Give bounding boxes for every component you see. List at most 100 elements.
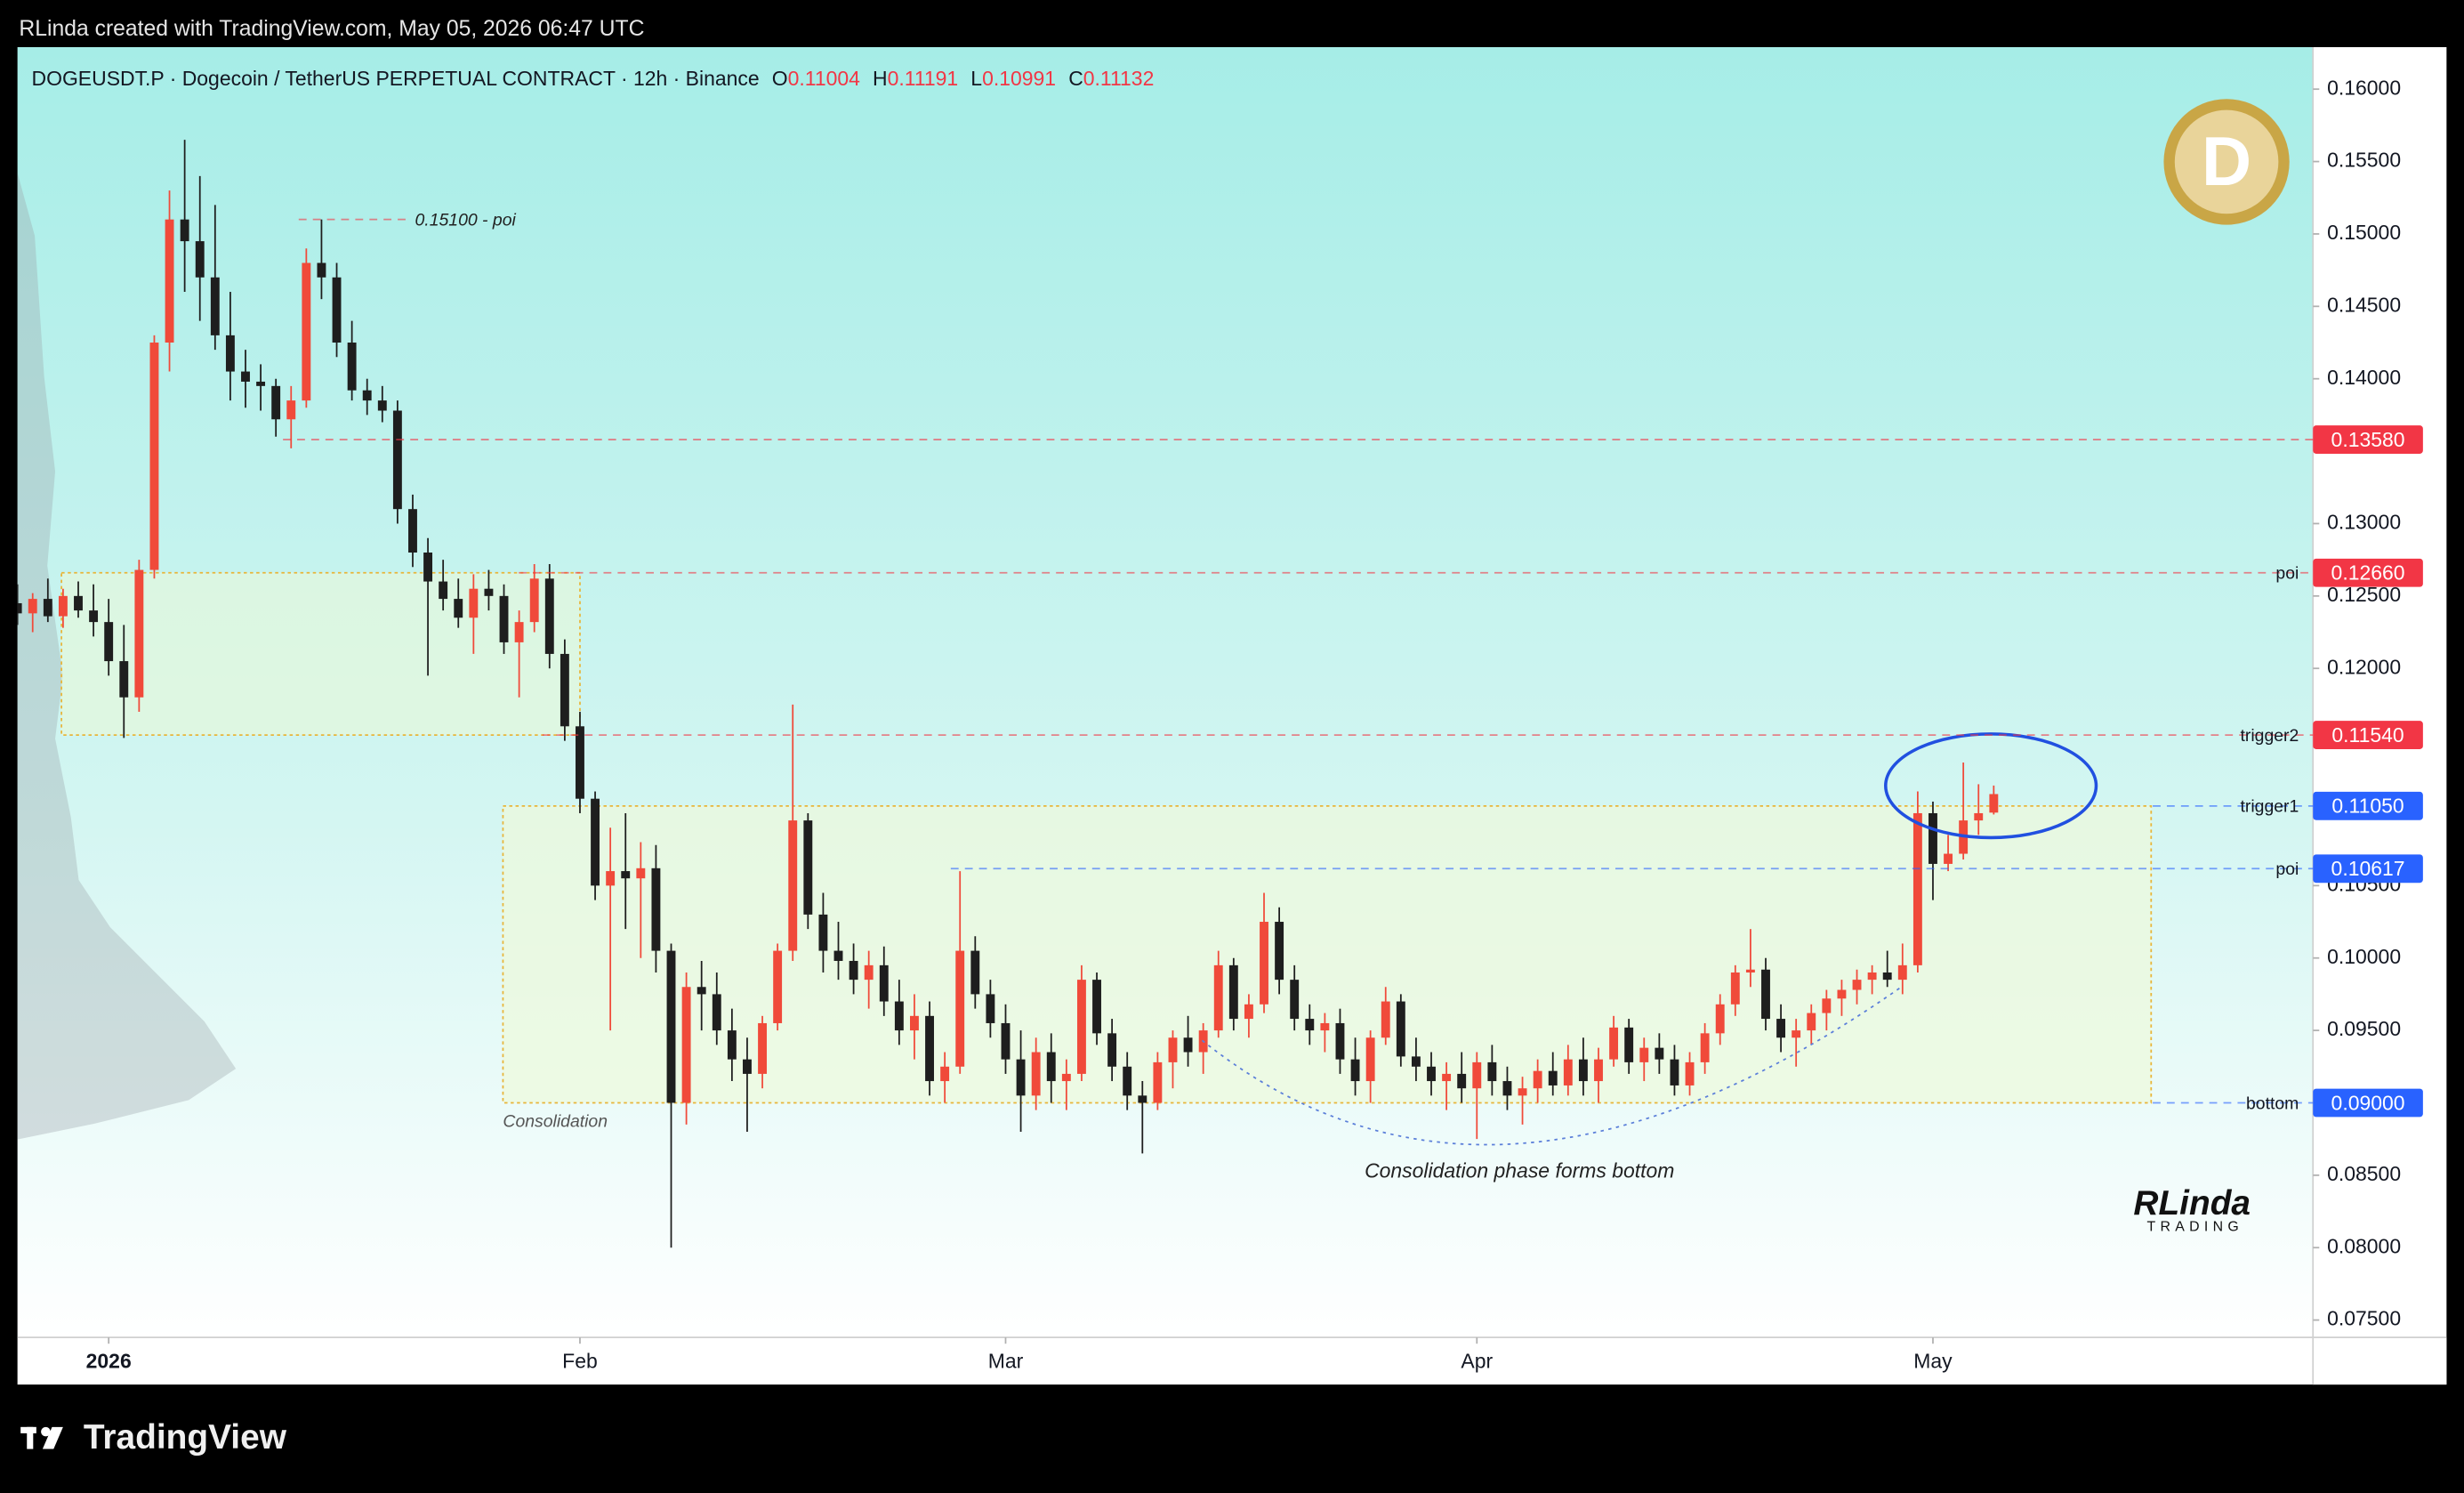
ohlc-letter: H [873, 67, 888, 90]
symbol-header: DOGEUSDT.P · Dogecoin / TetherUS PERPETU… [32, 67, 760, 90]
x-tick-label: Apr [1461, 1349, 1493, 1372]
candle-body [28, 599, 37, 614]
level-name: poi [2275, 564, 2299, 584]
candle-body [1792, 1030, 1801, 1038]
candle-body [894, 1001, 904, 1031]
annotation-text: 0.15100 - poi [415, 211, 517, 230]
candle-body [119, 661, 129, 698]
candle-body [58, 595, 68, 617]
candle-body [134, 569, 144, 698]
candle-body [1974, 812, 1984, 821]
level-name: poi [2275, 859, 2299, 879]
candle-body [1320, 1022, 1330, 1031]
candle-body [1655, 1047, 1664, 1060]
ohlc-value: 0.11004 [788, 67, 861, 90]
y-tick-label: 0.10000 [2327, 945, 2401, 968]
y-tick-label: 0.07500 [2327, 1307, 2401, 1330]
candle-body [955, 950, 965, 1067]
ohlc-value: 0.11132 [1083, 67, 1155, 90]
candle-body [1153, 1061, 1163, 1103]
y-tick-label: 0.15500 [2327, 149, 2401, 172]
candle-body [1609, 1027, 1619, 1060]
candle-body [970, 950, 980, 995]
candle-body [1427, 1066, 1436, 1082]
ohlc-letter: C [1068, 67, 1083, 90]
candle-body [241, 371, 250, 382]
level-name: trigger2 [2241, 726, 2299, 746]
price-box [2313, 721, 2423, 749]
candle-body [681, 987, 691, 1103]
candle-body [1578, 1059, 1588, 1082]
candle-body [1745, 969, 1755, 972]
candle-body [1761, 969, 1770, 1020]
y-tick-label: 0.08000 [2327, 1234, 2401, 1257]
y-tick-label: 0.14000 [2327, 366, 2401, 389]
y-tick-label: 0.16000 [2327, 76, 2401, 99]
y-tick-label: 0.12000 [2327, 655, 2401, 678]
candle-body [1670, 1059, 1679, 1085]
candle-body [1290, 980, 1300, 1020]
candle-body [986, 994, 995, 1023]
candle-body [408, 509, 417, 553]
candle-body [544, 578, 554, 654]
price-box-label: 0.10617 [2331, 857, 2405, 880]
candle-body [833, 950, 843, 961]
candle-body [879, 964, 889, 1002]
attribution: RLinda created with TradingView.com, May… [19, 17, 644, 41]
x-tick-label: Feb [562, 1349, 598, 1372]
zone-box [502, 804, 2153, 1104]
candle-body [1882, 972, 1892, 981]
candle-body [1016, 1059, 1026, 1096]
price-box-label: 0.11540 [2331, 723, 2404, 746]
candle-body [773, 950, 783, 1023]
candle-body [621, 871, 631, 879]
y-tick-label: 0.14500 [2327, 293, 2401, 316]
candle-body [1700, 1033, 1710, 1062]
candle-body [727, 1030, 737, 1060]
candle-body [576, 726, 584, 799]
candle-body [1518, 1088, 1527, 1096]
candle-body [1457, 1073, 1467, 1089]
candle-body [17, 602, 22, 614]
ohlc-letter: L [970, 67, 982, 90]
price-axis [2313, 46, 2447, 1385]
candle-body [439, 581, 448, 600]
candle-body [1776, 1019, 1786, 1038]
candle-body [1305, 1019, 1315, 1031]
candle-body [1335, 1022, 1345, 1060]
candle-body [1411, 1056, 1421, 1067]
candle-body [1944, 853, 1953, 864]
candle-body [286, 400, 296, 420]
candle-body [1138, 1095, 1147, 1103]
plot [17, 140, 2153, 1248]
candle-body [104, 622, 114, 662]
candle-body [1807, 1013, 1816, 1031]
candle-body [1624, 1027, 1634, 1062]
candle-body [560, 653, 569, 727]
candle-body [332, 277, 342, 343]
logo-subtext: TRADING [2146, 1220, 2243, 1235]
candle-body [1837, 989, 1847, 999]
candle-body [1472, 1061, 1482, 1089]
highlight-ellipse [1884, 732, 2098, 840]
candle-body [666, 950, 676, 1103]
candle-body [149, 343, 159, 570]
zone-box [60, 571, 581, 736]
candle-body [195, 241, 205, 278]
candle-body [1228, 964, 1238, 1020]
candle-body [1533, 1070, 1542, 1089]
candle-body [1381, 1001, 1390, 1038]
candle-body [1730, 972, 1740, 1005]
time-axis [17, 1337, 2447, 1385]
zone-label: Consolidation [503, 1111, 608, 1131]
y-tick-label: 0.15000 [2327, 221, 2401, 244]
candle-body [271, 385, 281, 420]
candle-body [1396, 1001, 1405, 1057]
x-tick-label: Mar [988, 1349, 1024, 1372]
candle-body [362, 390, 372, 401]
candle-body [1183, 1037, 1193, 1053]
candle-body [1867, 972, 1877, 981]
candle-body [712, 994, 721, 1031]
candle-body [256, 381, 266, 386]
